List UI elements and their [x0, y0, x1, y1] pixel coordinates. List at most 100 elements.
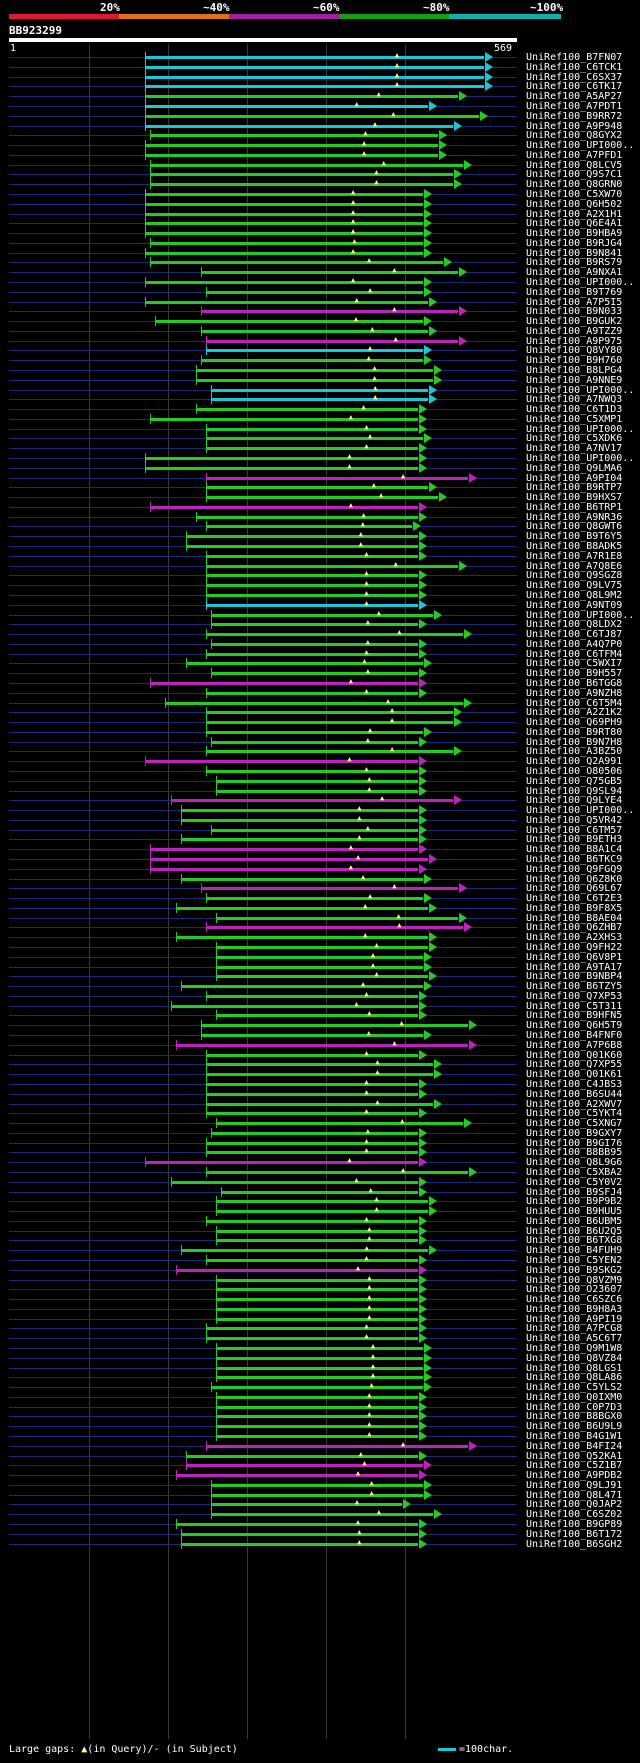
hit-label[interactable]: UniRef100_A9NZH8 — [526, 687, 623, 699]
hit-alignment-bar[interactable]: ▲ — [216, 1196, 437, 1207]
hit-alignment-bar[interactable]: ▲ — [206, 482, 437, 493]
hit-row[interactable]: ▲ UniRef100_A9PDB2 — [0, 1470, 640, 1481]
hit-row[interactable]: ▲ UniRef100_A9NT09 — [0, 599, 640, 611]
hit-row[interactable]: ▲ UniRef100_Q2A991 — [0, 756, 640, 767]
hit-label[interactable]: UniRef100_B9ETH3 — [526, 834, 623, 846]
hit-row[interactable]: ▲ UniRef100_A9NNE9 — [0, 374, 640, 386]
hit-alignment-bar[interactable]: ▲ — [145, 110, 488, 121]
hit-row[interactable]: ▲ UniRef100_B9H760 — [0, 355, 640, 366]
hit-label[interactable]: UniRef100_A7PCG8 — [526, 1323, 623, 1335]
hit-row[interactable]: ▲ UniRef100_C5YLS2 — [0, 1382, 640, 1393]
hit-row[interactable]: ▲ UniRef100_A5C6T7 — [0, 1333, 640, 1344]
hit-alignment-bar[interactable]: ▲ — [175, 1519, 427, 1529]
hit-label[interactable]: UniRef100_Q8L471 — [526, 1489, 623, 1501]
hit-row[interactable]: ▲ UniRef100_B6U2Q5 — [0, 1225, 640, 1237]
hit-label[interactable]: UniRef100_A5AP27 — [526, 91, 623, 103]
hit-alignment-bar[interactable]: ▲ — [216, 1303, 427, 1314]
hit-alignment-bar[interactable]: ▲ — [185, 1450, 427, 1461]
hit-label[interactable]: UniRef100_A3BZ50 — [526, 746, 623, 758]
hit-label[interactable]: UniRef100_B6U2Q5 — [526, 1225, 623, 1237]
hit-alignment-bar[interactable]: ▲ — [216, 961, 432, 972]
hit-row[interactable]: ▲ UniRef100_A9TA17 — [0, 961, 640, 973]
hit-alignment-bar[interactable]: ▲ — [206, 1147, 427, 1158]
hit-alignment-bar[interactable]: ▲ — [206, 472, 478, 483]
hit-alignment-bar[interactable]: ▲ — [145, 247, 432, 258]
hit-alignment-bar[interactable]: ▲ — [201, 306, 468, 317]
hit-alignment-bar[interactable]: ▲ — [211, 1479, 432, 1490]
hit-row[interactable]: ▲ UniRef100_B9T6Y5 — [0, 531, 640, 542]
hit-alignment-bar[interactable]: ▲ — [211, 638, 427, 649]
hit-row[interactable]: ▲ UniRef100_Q7XP55 — [0, 1059, 640, 1070]
hit-row[interactable]: ▲ UniRef100_A7R1E8 — [0, 550, 640, 562]
hit-row[interactable]: ▲ UniRef100_B8A1C4 — [0, 844, 640, 855]
hit-row[interactable]: ▲ UniRef100_C6T2E3 — [0, 893, 640, 904]
hit-label[interactable]: UniRef100_C6TJ87 — [526, 629, 623, 640]
hit-alignment-bar[interactable]: ▲ — [145, 462, 427, 473]
hit-label[interactable]: UniRef100_B6UBM5 — [526, 1215, 623, 1227]
hit-label[interactable]: UniRef100_C6SX37 — [526, 71, 623, 83]
hit-row[interactable]: ▲ UniRef100_B4FUH9 — [0, 1245, 640, 1256]
hit-alignment-bar[interactable]: ▲ — [145, 453, 427, 463]
hit-row[interactable]: ▲ UniRef100_B9RR72 — [0, 110, 640, 122]
hit-label[interactable]: UniRef100_Q0JAP2 — [526, 1499, 623, 1511]
hit-row[interactable]: ▲ UniRef100_B8BB95 — [0, 1147, 640, 1158]
hit-alignment-bar[interactable]: ▲ — [145, 228, 432, 238]
hit-label[interactable]: UniRef100_C5YKT4 — [526, 1108, 623, 1120]
hit-alignment-bar[interactable]: ▲ — [216, 971, 437, 982]
hit-label[interactable]: UniRef100_C6TFM4 — [526, 648, 623, 660]
hit-alignment-bar[interactable]: ▲ — [201, 1030, 432, 1040]
hit-label[interactable]: UniRef100_C5Z1B7 — [526, 1460, 623, 1472]
hit-row[interactable]: ▲ UniRef100_B6T172 — [0, 1528, 640, 1540]
hit-row[interactable]: ▲ UniRef100_Q9FGQ9 — [0, 863, 640, 875]
hit-label[interactable]: UniRef100_B8LPG4 — [526, 365, 623, 376]
hit-alignment-bar[interactable]: ▲ — [206, 443, 427, 454]
hit-row[interactable]: ▲ UniRef100_C5YEN2 — [0, 1254, 640, 1266]
hit-label[interactable]: UniRef100_UPI000.. — [526, 609, 635, 621]
hit-alignment-bar[interactable]: ▲ — [206, 765, 427, 776]
hit-row[interactable]: ▲ UniRef100_O80506 — [0, 765, 640, 777]
hit-alignment-bar[interactable]: ▲ — [211, 384, 437, 395]
hit-label[interactable]: UniRef100_A2X1H1 — [526, 208, 623, 220]
hit-alignment-bar[interactable]: ▲ — [185, 658, 432, 669]
hit-row[interactable]: ▲ UniRef100_C6TJ87 — [0, 629, 640, 640]
hit-label[interactable]: UniRef100_Q9FGQ9 — [526, 863, 623, 875]
hit-label[interactable]: UniRef100_Q7XP53 — [526, 990, 623, 1002]
hit-row[interactable]: ▲ UniRef100_C5WXI7 — [0, 658, 640, 669]
hit-row[interactable]: ▲ UniRef100_Q0IXM0 — [0, 1391, 640, 1403]
hit-label[interactable]: UniRef100_Q5VR42 — [526, 814, 623, 826]
hit-label[interactable]: UniRef100_Q01K61 — [526, 1069, 623, 1081]
hit-row[interactable]: ▲ UniRef100_B6TKC9 — [0, 854, 640, 865]
hit-label[interactable]: UniRef100_B7FN07 — [526, 52, 623, 63]
hit-alignment-bar[interactable]: ▲ — [216, 1235, 427, 1246]
hit-alignment-bar[interactable]: ▲ — [145, 188, 432, 199]
hit-label[interactable]: UniRef100_B9F8X5 — [526, 902, 623, 914]
hit-row[interactable]: ▲ UniRef100_Q52KA1 — [0, 1450, 640, 1462]
hit-alignment-bar[interactable]: ▲ — [206, 1069, 442, 1080]
hit-alignment-bar[interactable]: ▲ — [206, 345, 432, 356]
hit-alignment-bar[interactable]: ▲ — [145, 81, 493, 92]
hit-label[interactable]: UniRef100_B6TRP1 — [526, 501, 623, 513]
hit-row[interactable]: ▲ UniRef100_B9RJG4 — [0, 237, 640, 249]
hit-alignment-bar[interactable]: ▲ — [201, 1020, 478, 1031]
hit-alignment-bar[interactable]: ▲ — [216, 1343, 432, 1353]
hit-alignment-bar[interactable]: ▲ — [170, 795, 463, 806]
hit-label[interactable]: UniRef100_C6TCK1 — [526, 61, 623, 73]
hit-alignment-bar[interactable]: ▲ — [211, 1127, 427, 1138]
hit-row[interactable]: ▲ UniRef100_B9N841 — [0, 247, 640, 259]
hit-label[interactable]: UniRef100_Q8L9M2 — [526, 589, 623, 601]
hit-label[interactable]: UniRef100_B9N033 — [526, 306, 623, 318]
hit-alignment-bar[interactable]: ▲ — [145, 276, 432, 287]
hit-row[interactable]: ▲ UniRef100_C6TM57 — [0, 824, 640, 836]
hit-label[interactable]: UniRef100_A7PFD1 — [526, 149, 623, 161]
hit-row[interactable]: ▲ UniRef100_UPI000.. — [0, 453, 640, 464]
hit-label[interactable]: UniRef100_B4FI24 — [526, 1440, 623, 1452]
hit-label[interactable]: UniRef100_Q6Z8K0 — [526, 873, 623, 885]
hit-alignment-bar[interactable]: ▲ — [145, 52, 493, 62]
hit-row[interactable]: ▲ UniRef100_Q6H5T9 — [0, 1020, 640, 1031]
hit-row[interactable]: ▲ UniRef100_UPI000.. — [0, 140, 640, 151]
hit-row[interactable]: ▲ UniRef100_A3BZ50 — [0, 746, 640, 757]
hit-alignment-bar[interactable]: ▲ — [206, 1059, 442, 1070]
hit-label[interactable]: UniRef100_Q9M1W8 — [526, 1343, 623, 1354]
hit-label[interactable]: UniRef100_B9HFN5 — [526, 1010, 623, 1022]
hit-row[interactable]: ▲ UniRef100_Q01K61 — [0, 1069, 640, 1080]
